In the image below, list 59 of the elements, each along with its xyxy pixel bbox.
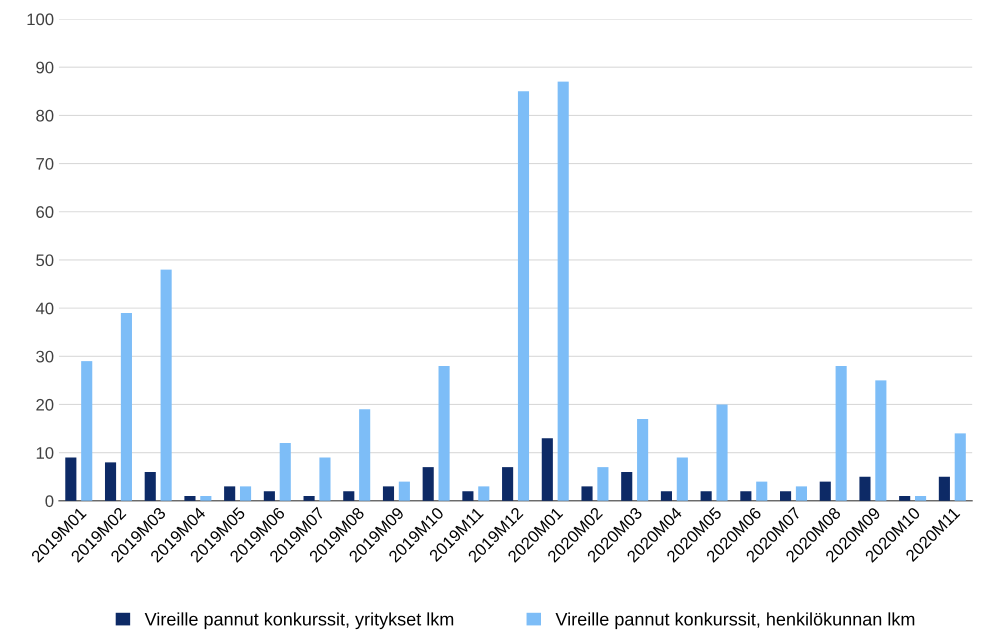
bar — [200, 496, 212, 501]
bar — [438, 366, 450, 501]
bar — [542, 438, 553, 501]
bar — [382, 486, 394, 501]
bar — [954, 433, 966, 501]
bar — [398, 482, 410, 501]
y-tick-label: 10 — [36, 447, 54, 459]
y-tick-label: 100 — [28, 13, 54, 26]
bar — [120, 312, 132, 501]
y-tick-label: 90 — [36, 62, 54, 74]
bar — [581, 486, 593, 501]
bar — [756, 482, 768, 501]
bar — [740, 491, 752, 501]
bar — [343, 491, 354, 501]
bar — [676, 457, 688, 501]
bar — [621, 472, 632, 501]
bar — [240, 486, 252, 501]
bar — [796, 486, 807, 501]
bar — [224, 486, 236, 501]
y-tick-label: 50 — [36, 254, 54, 266]
bar — [144, 472, 156, 501]
bar — [558, 82, 569, 501]
bar — [264, 491, 275, 501]
bar — [637, 418, 648, 501]
bar — [660, 491, 672, 501]
bar — [81, 361, 92, 501]
bar — [462, 491, 474, 501]
legend-label: Vireille pannut konkurssit, yritykset lkm — [144, 612, 454, 630]
y-tick-label: 70 — [36, 158, 54, 170]
bar — [478, 486, 490, 501]
legend-label: Vireille pannut konkurssit, henkilökunnan lkm — [556, 612, 914, 630]
bar — [836, 366, 847, 501]
y-tick-label: 30 — [36, 350, 54, 363]
bar — [859, 476, 871, 501]
bar — [502, 467, 514, 501]
bar — [700, 491, 712, 501]
bar — [716, 404, 728, 501]
bar — [304, 496, 315, 501]
bar — [518, 91, 530, 501]
y-tick-label: 40 — [36, 302, 54, 314]
y-tick-label: 60 — [36, 206, 54, 218]
y-tick-label: 0 — [45, 495, 54, 508]
bar — [65, 457, 76, 501]
bar — [359, 409, 370, 501]
bar — [319, 457, 331, 501]
bar — [597, 467, 608, 501]
bar — [938, 476, 950, 501]
y-tick-label: 80 — [36, 110, 54, 122]
bar — [422, 467, 434, 501]
bar — [915, 496, 926, 501]
bar — [780, 491, 792, 501]
bar — [820, 482, 831, 501]
y-tick-label: 20 — [36, 398, 54, 411]
bar — [160, 270, 172, 501]
bar — [184, 496, 196, 501]
bar — [875, 380, 886, 501]
bar — [899, 496, 910, 501]
bar — [104, 462, 116, 501]
bar — [280, 443, 291, 501]
